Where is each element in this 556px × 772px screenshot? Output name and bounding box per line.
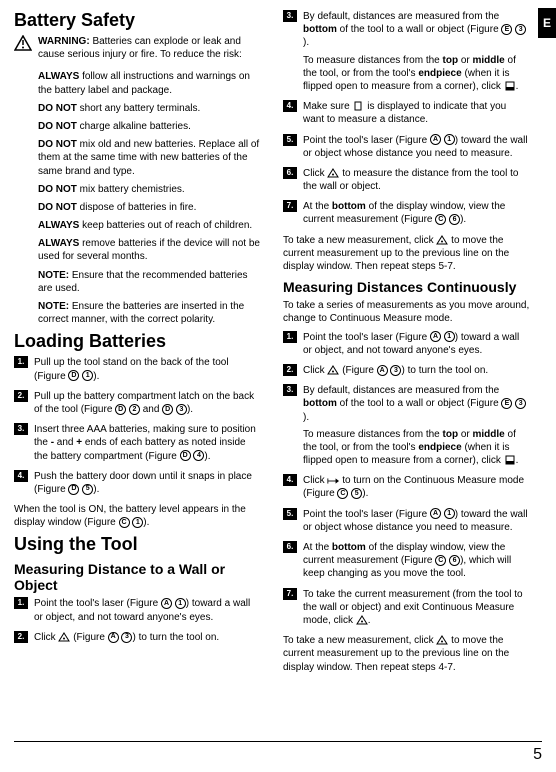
- ref-letter-icon: A: [430, 134, 441, 145]
- step-item: Click (Figure A 3) to turn the tool on.: [14, 631, 261, 644]
- step-item: Pull up the tool stand on the back of th…: [14, 356, 261, 382]
- cont-after-b: To take a new measurement, click to move…: [283, 634, 530, 674]
- heading-battery-safety: Battery Safety: [14, 10, 261, 31]
- ref-letter-icon: C: [435, 214, 446, 225]
- ref-letter-icon: A: [430, 508, 441, 519]
- ref-letter-icon: D: [180, 450, 191, 461]
- ref-letter-icon: E: [501, 24, 512, 35]
- step-item: Click (Figure A 3) to turn the tool on.: [283, 364, 530, 377]
- step-item: By default, distances are measured from …: [283, 10, 530, 93]
- step-item: Insert three AAA batteries, making sure …: [14, 423, 261, 463]
- ref-number-icon: 5: [351, 488, 362, 499]
- heading-using-tool: Using the Tool: [14, 534, 261, 555]
- ref-number-icon: 5: [82, 484, 93, 495]
- safety-bullet: DO NOT short any battery terminals.: [38, 102, 261, 115]
- ref-letter-icon: A: [161, 598, 172, 609]
- ref-letter-icon: E: [501, 398, 512, 409]
- cont-after-a: To take a new measurement, click to move…: [283, 234, 530, 274]
- ref-letter-icon: A: [108, 632, 119, 643]
- ref-number-icon: 2: [129, 404, 140, 415]
- edge-tab: E: [538, 8, 556, 38]
- step-item: Point the tool's laser (Figure A 1) towa…: [283, 331, 530, 357]
- ref-number-icon: 3: [515, 398, 526, 409]
- ref-letter-icon: A: [430, 331, 441, 342]
- safety-bullet: DO NOT charge alkaline batteries.: [38, 120, 261, 133]
- measure-button-icon: [436, 235, 448, 245]
- loading-steps: Pull up the tool stand on the back of th…: [14, 356, 261, 496]
- ref-number-icon: 1: [444, 331, 455, 342]
- ref-number-icon: 6: [449, 555, 460, 566]
- page-number: 5: [533, 746, 542, 764]
- heading-measure-wall: Measuring Distance to a Wall or Object: [14, 561, 261, 593]
- heading-loading-batteries: Loading Batteries: [14, 331, 261, 352]
- ref-number-icon: 1: [444, 134, 455, 145]
- safety-bullet: NOTE: Ensure that the recommended batter…: [38, 269, 261, 295]
- heading-measure-continuous: Measuring Distances Continuously: [283, 279, 530, 295]
- warning-lead: WARNING:: [38, 36, 90, 47]
- step-item: At the bottom of the display window, vie…: [283, 541, 530, 581]
- columns: Battery Safety WARNING: Batteries can ex…: [14, 10, 530, 679]
- step-item: Point the tool's laser (Figure A 1) towa…: [14, 597, 261, 623]
- cont-steps-a: By default, distances are measured from …: [283, 10, 530, 227]
- measure-button-icon: [327, 168, 339, 178]
- ref-letter-icon: C: [119, 517, 130, 528]
- cont-steps-b: Point the tool's laser (Figure A 1) towa…: [283, 331, 530, 628]
- safety-bullet: DO NOT mix old and new batteries. Replac…: [38, 138, 261, 178]
- reference-point-icon: [504, 455, 516, 465]
- distance-mode-icon: [352, 101, 364, 111]
- safety-bullet: ALWAYS follow all instructions and warni…: [38, 70, 261, 96]
- ref-number-icon: 1: [82, 370, 93, 381]
- step-item: Point the tool's laser (Figure A 1) towa…: [283, 508, 530, 534]
- ref-letter-icon: A: [377, 365, 388, 376]
- right-column: By default, distances are measured from …: [283, 10, 530, 679]
- step-item: Click to measure the distance from the t…: [283, 167, 530, 193]
- measure-steps: Point the tool's laser (Figure A 1) towa…: [14, 597, 261, 644]
- step-sub: To measure distances from the top or mid…: [303, 428, 530, 468]
- warning-row: WARNING: Batteries can explode or leak a…: [14, 35, 261, 66]
- warning-triangle-icon: [14, 35, 32, 51]
- ref-letter-icon: D: [162, 404, 173, 415]
- ref-letter-icon: C: [435, 555, 446, 566]
- ref-number-icon: 1: [444, 508, 455, 519]
- left-column: Battery Safety WARNING: Batteries can ex…: [14, 10, 261, 679]
- ref-number-icon: 1: [132, 517, 143, 528]
- measure-button-icon: [58, 632, 70, 642]
- ref-letter-icon: D: [115, 404, 126, 415]
- step-item: Push the battery door down until it snap…: [14, 470, 261, 496]
- footer-divider: [14, 741, 542, 742]
- measure-button-icon: [356, 615, 368, 625]
- ref-number-icon: 3: [390, 365, 401, 376]
- ref-number-icon: 4: [193, 450, 204, 461]
- step-item: To take the current measurement (from th…: [283, 588, 530, 628]
- step-item: Point the tool's laser (Figure A 1) towa…: [283, 134, 530, 160]
- ref-letter-icon: D: [68, 484, 79, 495]
- ref-letter-icon: C: [337, 488, 348, 499]
- ref-number-icon: 3: [515, 24, 526, 35]
- safety-bullets: ALWAYS follow all instructions and warni…: [38, 70, 261, 326]
- safety-bullet: DO NOT mix battery chemistries.: [38, 183, 261, 196]
- ref-number-icon: 3: [121, 632, 132, 643]
- page: E Battery Safety WARNING: Batteries can …: [0, 0, 556, 772]
- cont-intro: To take a series of measurements as you …: [283, 299, 530, 325]
- loading-after-text: When the tool is ON, the battery level a…: [14, 503, 261, 529]
- step-item: By default, distances are measured from …: [283, 384, 530, 467]
- ref-number-icon: 3: [176, 404, 187, 415]
- safety-bullet: NOTE: Ensure the batteries are inserted …: [38, 300, 261, 326]
- measure-button-icon: [327, 365, 339, 375]
- step-sub: To measure distances from the top or mid…: [303, 54, 530, 94]
- continuous-mode-icon: [327, 476, 339, 486]
- reference-point-icon: [504, 81, 516, 91]
- safety-bullet: ALWAYS keep batteries out of reach of ch…: [38, 219, 261, 232]
- measure-button-icon: [436, 635, 448, 645]
- step-item: At the bottom of the display window, vie…: [283, 200, 530, 226]
- warning-text: WARNING: Batteries can explode or leak a…: [38, 35, 261, 61]
- ref-number-icon: 1: [175, 598, 186, 609]
- step-item: Click to turn on the Continuous Measure …: [283, 474, 530, 500]
- safety-bullet: DO NOT dispose of batteries in fire.: [38, 201, 261, 214]
- ref-letter-icon: D: [68, 370, 79, 381]
- safety-bullet: ALWAYS remove batteries if the device wi…: [38, 237, 261, 263]
- step-item: Pull up the battery compartment latch on…: [14, 390, 261, 416]
- ref-number-icon: 6: [449, 214, 460, 225]
- step-item: Make sure is displayed to indicate that …: [283, 100, 530, 126]
